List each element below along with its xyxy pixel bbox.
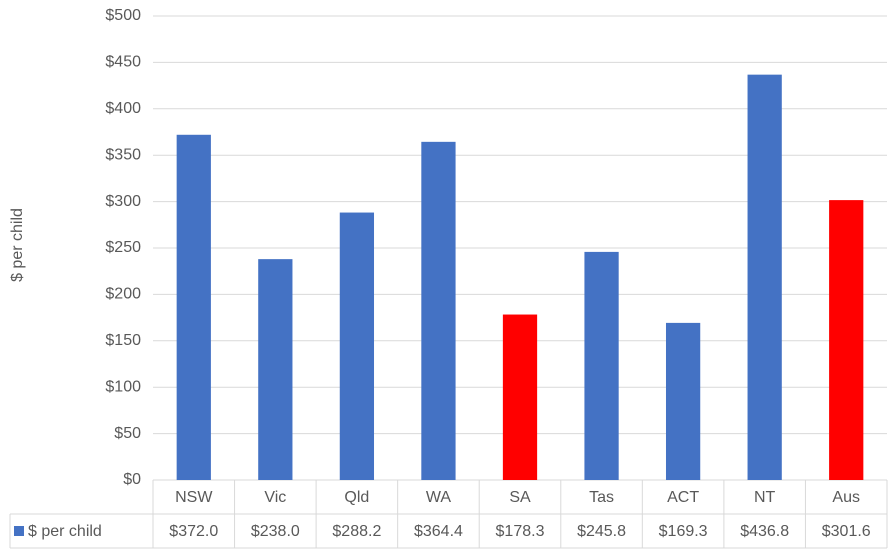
table-value: $301.6 bbox=[822, 523, 871, 540]
bar bbox=[665, 322, 701, 480]
y-axis-label: $ per child bbox=[9, 208, 26, 282]
y-tick-label: $300 bbox=[105, 193, 141, 210]
x-tick-label: Tas bbox=[589, 489, 614, 506]
bar bbox=[339, 212, 375, 480]
y-tick-label: $200 bbox=[105, 286, 141, 303]
x-tick-label: ACT bbox=[667, 489, 699, 506]
table-value: $364.4 bbox=[414, 523, 463, 540]
table-value: $238.0 bbox=[251, 523, 300, 540]
table-value: $288.2 bbox=[332, 523, 381, 540]
bar bbox=[584, 251, 619, 480]
y-tick-label: $50 bbox=[114, 425, 141, 442]
y-tick-label: $100 bbox=[105, 378, 141, 395]
bar bbox=[258, 259, 293, 480]
y-tick-label: $250 bbox=[105, 239, 141, 256]
table-value: $245.8 bbox=[577, 523, 626, 540]
bar bbox=[747, 74, 782, 480]
x-tick-label: WA bbox=[426, 489, 452, 506]
x-tick-label: Qld bbox=[344, 489, 369, 506]
x-tick-label: Aus bbox=[832, 489, 860, 506]
table-value: $436.8 bbox=[740, 523, 789, 540]
y-tick-label: $350 bbox=[105, 146, 141, 163]
y-tick-label: $0 bbox=[123, 471, 141, 488]
bar bbox=[502, 314, 538, 480]
bar bbox=[176, 134, 211, 480]
legend-label: $ per child bbox=[28, 523, 102, 540]
x-tick-label: NSW bbox=[175, 489, 213, 506]
y-tick-label: $150 bbox=[105, 332, 141, 349]
table-value: $169.3 bbox=[659, 523, 708, 540]
table-value: $372.0 bbox=[169, 523, 218, 540]
x-tick-label: SA bbox=[509, 489, 531, 506]
legend-key bbox=[14, 526, 24, 536]
x-tick-label: NT bbox=[754, 489, 776, 506]
y-tick-label: $400 bbox=[105, 100, 141, 117]
bar bbox=[421, 141, 456, 481]
y-tick-label: $500 bbox=[105, 7, 141, 24]
bar bbox=[829, 200, 864, 480]
y-tick-label: $450 bbox=[105, 54, 141, 71]
x-tick-label: Vic bbox=[264, 489, 286, 506]
table-value: $178.3 bbox=[496, 523, 545, 540]
